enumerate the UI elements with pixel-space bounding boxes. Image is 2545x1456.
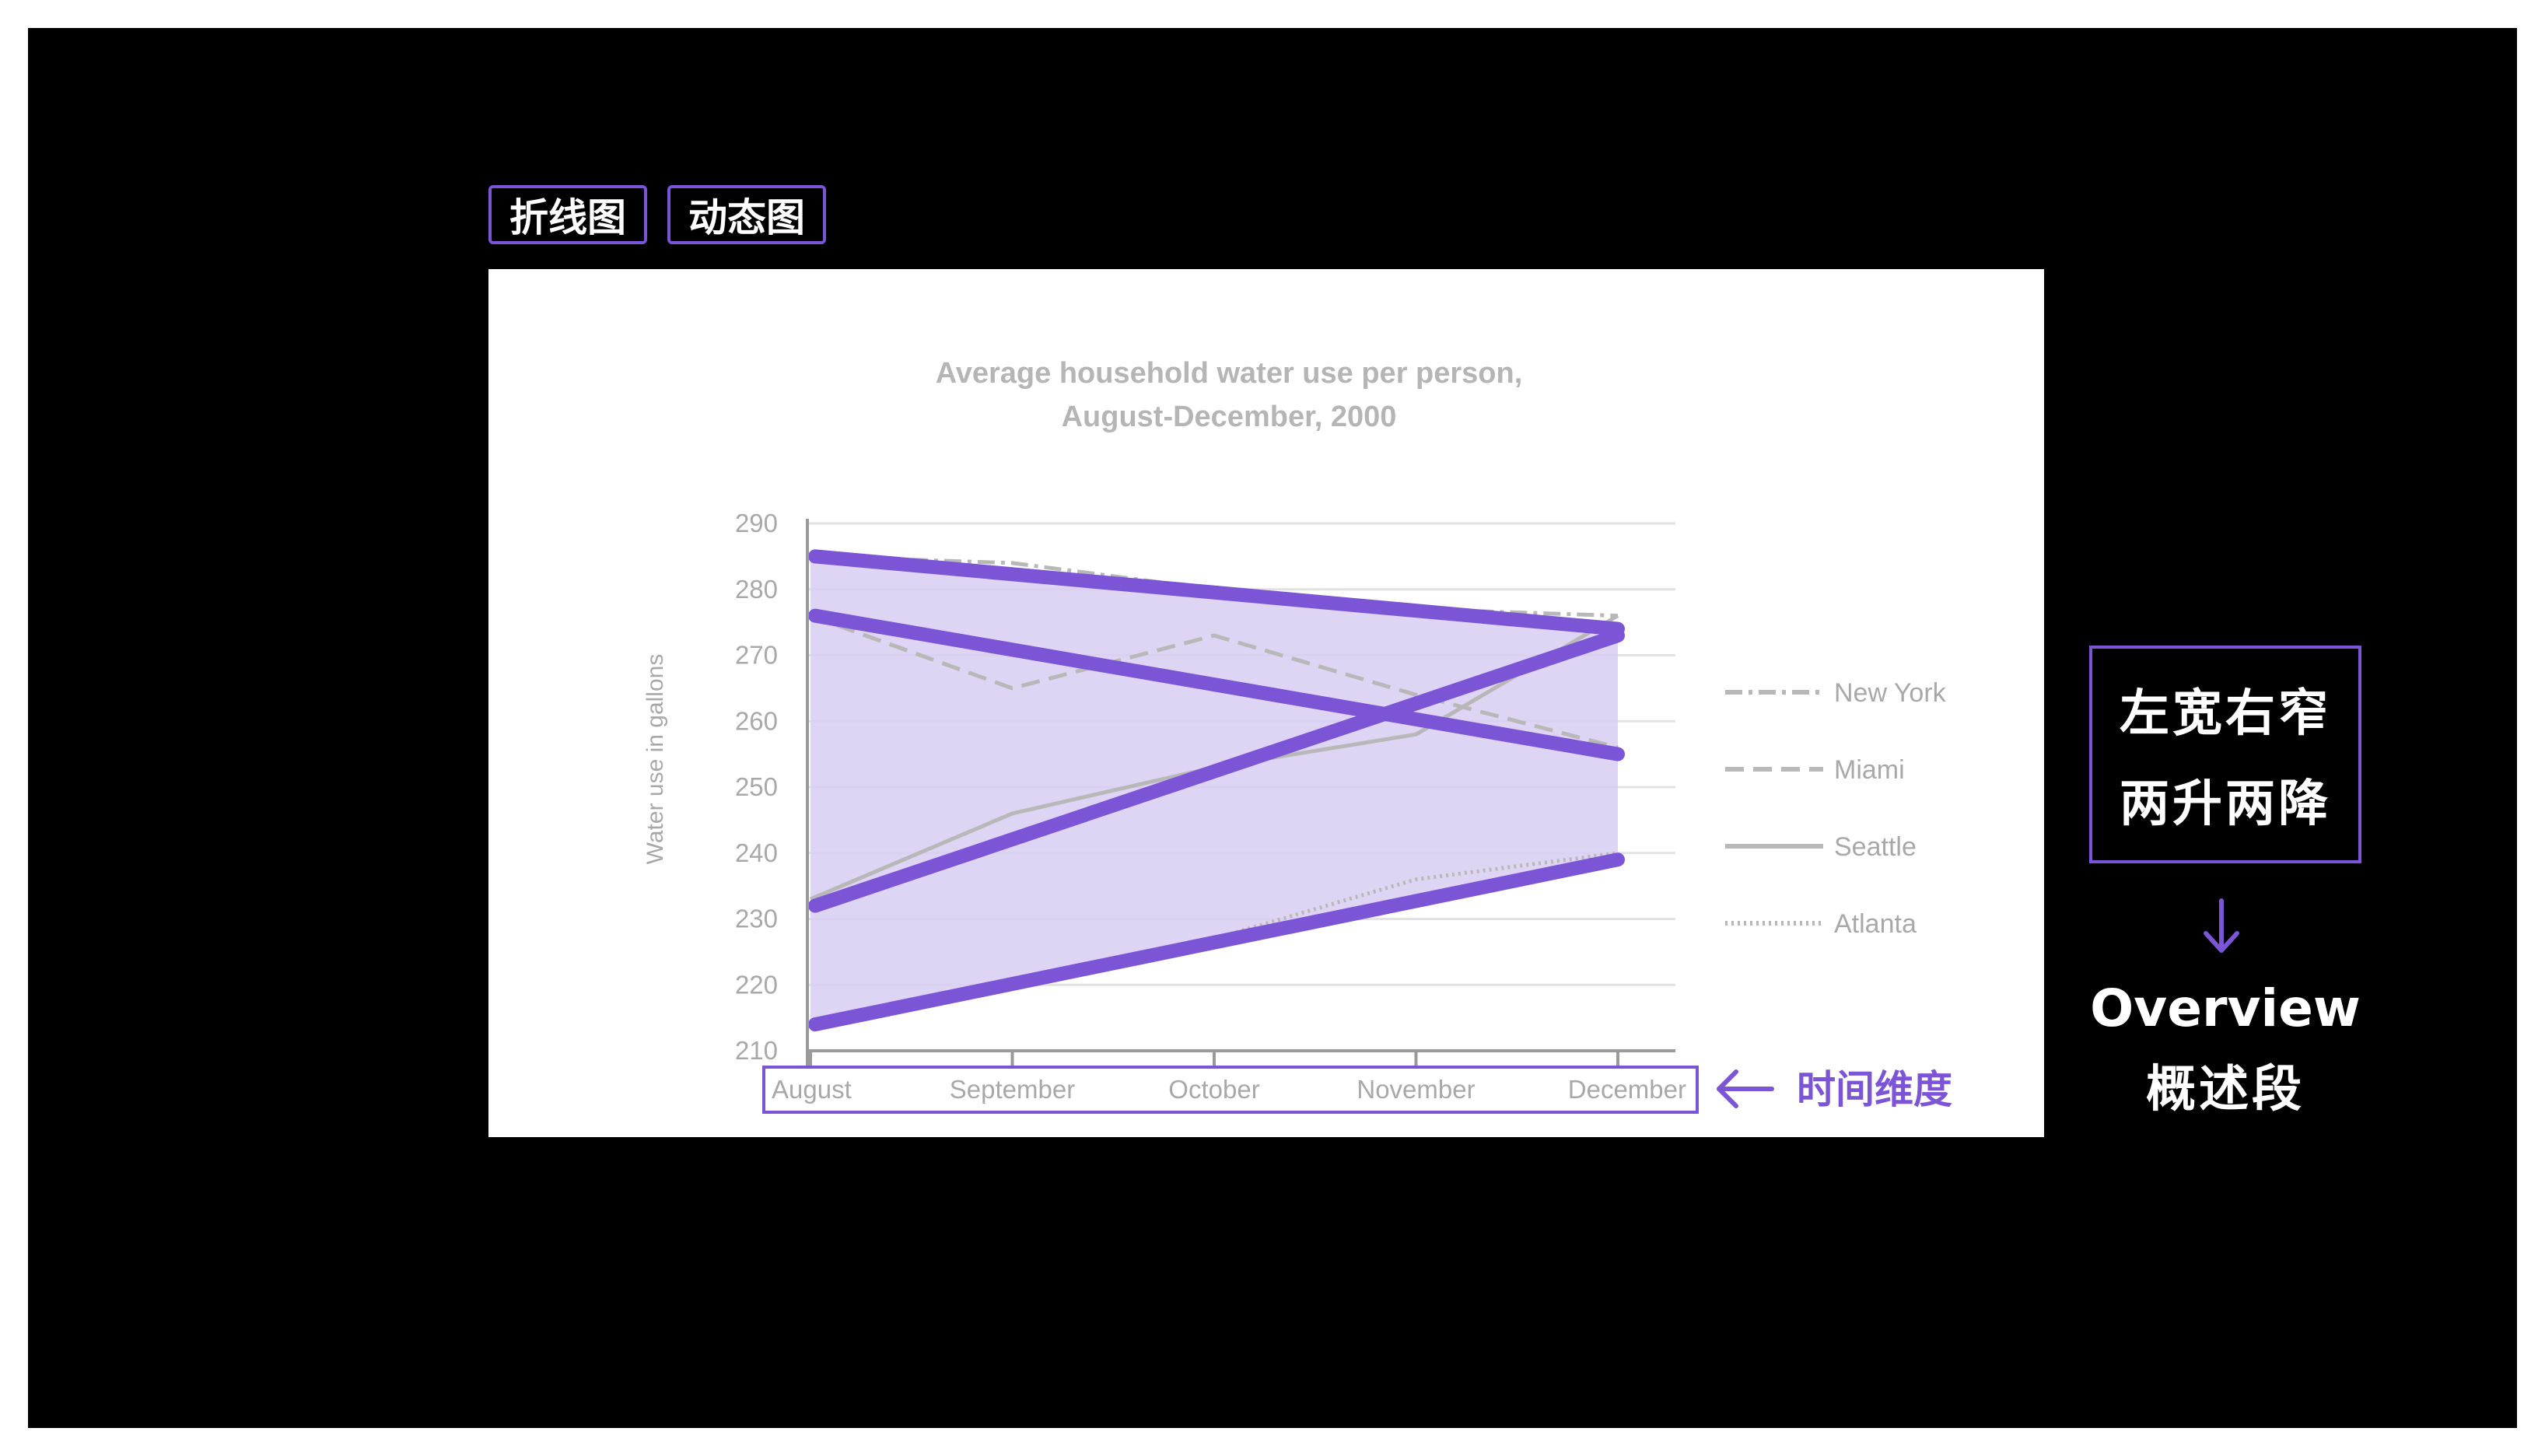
highlight-band — [810, 556, 1618, 1025]
time-dimension-label: 时间维度 — [1797, 1067, 1952, 1112]
trend-band — [810, 556, 1618, 1025]
x-tick-label: October — [1168, 1075, 1259, 1104]
chart-title-line-2: August-December, 2000 — [1062, 401, 1397, 433]
trend-line-2 — [808, 608, 1625, 761]
x-tick-label: August — [772, 1075, 852, 1104]
x-tick-label: November — [1357, 1075, 1475, 1104]
tag-line-chart: 折线图 — [488, 185, 647, 244]
chart-title-line-1: Average household water use per person, — [936, 357, 1523, 390]
trend-line-1 — [808, 549, 1625, 636]
note-line-1: 左宽右窄 — [2120, 685, 2331, 743]
y-axis-label: Water use in gallons — [642, 654, 668, 865]
line-chart: Average household water use per person, … — [642, 357, 1952, 1114]
axes — [806, 519, 1675, 1068]
legend: New York Miami Seattle Atlanta — [1725, 678, 1947, 939]
y-tick-label: 260 — [735, 706, 778, 735]
left-arrow-icon — [1717, 1069, 1774, 1108]
series-line-miami — [810, 614, 1619, 750]
overview-label: Overview 概述段 — [2050, 978, 2400, 1121]
overview-title: Overview — [2090, 978, 2361, 1038]
time-axis-highlight-box — [762, 1066, 1699, 1114]
y-tick-label: 290 — [735, 509, 778, 537]
trend-lines — [808, 549, 1625, 1032]
note-box: 左宽右窄 两升两降 — [2089, 646, 2361, 863]
legend-label: Atlanta — [1834, 909, 1917, 939]
trend-line-3 — [808, 628, 1625, 913]
x-tick-label: December — [1568, 1075, 1686, 1104]
y-tick-label: 280 — [735, 575, 778, 604]
y-tick-label: 220 — [735, 970, 778, 999]
x-tick-labels: August September October November December — [772, 1075, 1686, 1104]
note-line-2: 两升两降 — [2120, 775, 2331, 833]
y-tick-label: 270 — [735, 641, 778, 670]
overview-subtitle: 概述段 — [2146, 1061, 2305, 1118]
down-arrow-icon — [2204, 898, 2239, 953]
slide-background: 折线图 动态图 Average household water use per … — [28, 28, 2517, 1428]
legend-label: Seattle — [1834, 832, 1917, 862]
y-tick-label: 250 — [735, 772, 778, 801]
x-tick-label: September — [950, 1075, 1075, 1104]
tag-dynamic-chart: 动态图 — [667, 185, 826, 244]
y-tick-label: 230 — [735, 905, 778, 933]
legend-label: New York — [1834, 678, 1947, 708]
legend-label: Miami — [1834, 755, 1905, 785]
chart-card: Average household water use per person, … — [488, 269, 2044, 1137]
y-tick-labels: 210 220 230 240 250 260 270 280 290 — [735, 509, 778, 1065]
y-tick-label: 240 — [735, 838, 778, 867]
y-tick-label: 210 — [735, 1036, 778, 1065]
trend-line-4 — [808, 852, 1625, 1032]
